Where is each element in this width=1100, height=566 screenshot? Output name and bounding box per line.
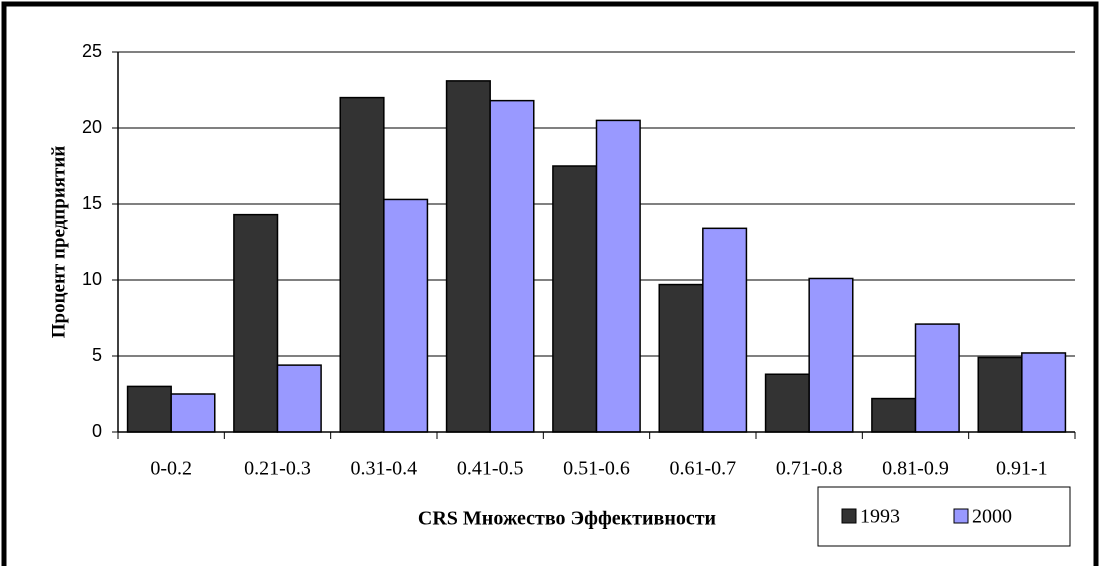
x-tick-label: 0.81-0.9 — [882, 458, 949, 480]
bar — [702, 227, 748, 433]
y-tick-label: 5 — [92, 345, 102, 365]
legend-label: 1993 — [860, 506, 900, 528]
x-tick-label: 0.41-0.5 — [457, 458, 524, 480]
y-tick-label: 15 — [82, 193, 102, 213]
y-axis-title: Процент предприятий — [48, 146, 69, 339]
bar — [914, 323, 960, 433]
x-tick-label: 0.31-0.4 — [350, 458, 417, 480]
x-tick-label: 0.51-0.6 — [563, 458, 630, 480]
bar — [276, 364, 322, 433]
bar — [445, 80, 491, 433]
legend-label: 2000 — [972, 506, 1012, 528]
x-tick-label: 0.71-0.8 — [776, 458, 843, 480]
bar — [658, 283, 704, 433]
bar — [126, 385, 172, 433]
legend-swatch — [953, 508, 969, 524]
y-tick-label: 25 — [82, 41, 102, 61]
bar — [977, 356, 1023, 433]
bar — [764, 373, 810, 433]
bar — [552, 165, 598, 433]
x-axis-title: CRS Множество Эффективности — [418, 508, 716, 530]
bar — [489, 99, 535, 433]
bar — [233, 213, 279, 433]
legend-box — [817, 486, 1071, 547]
y-tick-label: 0 — [92, 421, 102, 441]
y-tick-label: 10 — [82, 269, 102, 289]
bar — [871, 397, 917, 433]
bar — [383, 198, 429, 433]
x-tick-label: 0-0.2 — [150, 458, 192, 480]
bar — [595, 119, 641, 433]
bar — [170, 393, 216, 433]
x-tick-label: 0.91-1 — [996, 458, 1048, 480]
x-tick-label: 0.21-0.3 — [244, 458, 311, 480]
bar — [808, 277, 854, 433]
x-tick-label: 0.61-0.7 — [669, 458, 736, 480]
legend-swatch — [841, 508, 857, 524]
y-tick-label: 20 — [82, 117, 102, 137]
bar — [1021, 352, 1067, 433]
bar — [339, 96, 385, 433]
